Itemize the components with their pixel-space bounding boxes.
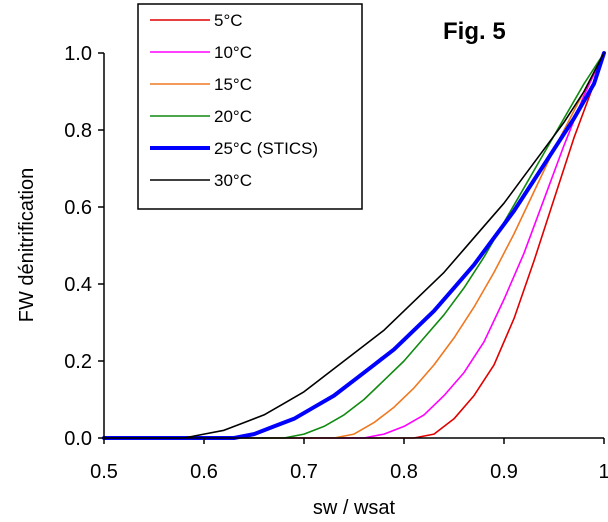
series-line (103, 52, 605, 439)
legend-items: 5°C 10°C 15°C 20°C 25°C (STICS) 30°C (150, 11, 318, 190)
legend-label: 5°C (214, 11, 243, 30)
y-tick-label: 0.8 (64, 120, 92, 142)
x-tick-label: 0.7 (290, 461, 318, 483)
y-tick-label: 0.2 (64, 351, 92, 373)
legend: 5°C 10°C 15°C 20°C 25°C (STICS) 30°C (137, 3, 363, 210)
series-line (103, 52, 605, 439)
series-layer (102, 51, 606, 440)
figure-label: Fig. 5 (443, 18, 506, 45)
x-tick-label: 0.5 (90, 461, 118, 483)
series-line (103, 52, 605, 439)
x-tick-label: 1 (598, 461, 608, 483)
y-tick-label: 0.0 (64, 428, 92, 450)
series-line (103, 52, 605, 439)
y-axis-title: FW dénitrification (16, 168, 38, 323)
y-tick-label: 0.6 (64, 197, 92, 219)
ticks-layer: 0.5 0.6 0.7 0.8 0.9 1 0.0 0.2 0.4 0.6 0.8 1.0 (64, 43, 608, 483)
legend-label: 25°C (STICS) (214, 139, 318, 158)
x-tick-label: 0.6 (190, 461, 218, 483)
legend-box (137, 3, 363, 210)
x-tick-label: 0.8 (390, 461, 418, 483)
legend-label: 15°C (214, 75, 252, 94)
legend-label: 30°C (214, 171, 252, 190)
x-axis-title: sw / wsat (313, 497, 396, 519)
legend-label: 10°C (214, 43, 252, 62)
x-tick-label: 0.9 (490, 461, 518, 483)
series-line (103, 52, 605, 439)
legend-label: 20°C (214, 107, 252, 126)
y-tick-label: 0.4 (64, 274, 92, 296)
y-tick-label: 1.0 (64, 43, 92, 65)
series-line (102, 51, 606, 440)
